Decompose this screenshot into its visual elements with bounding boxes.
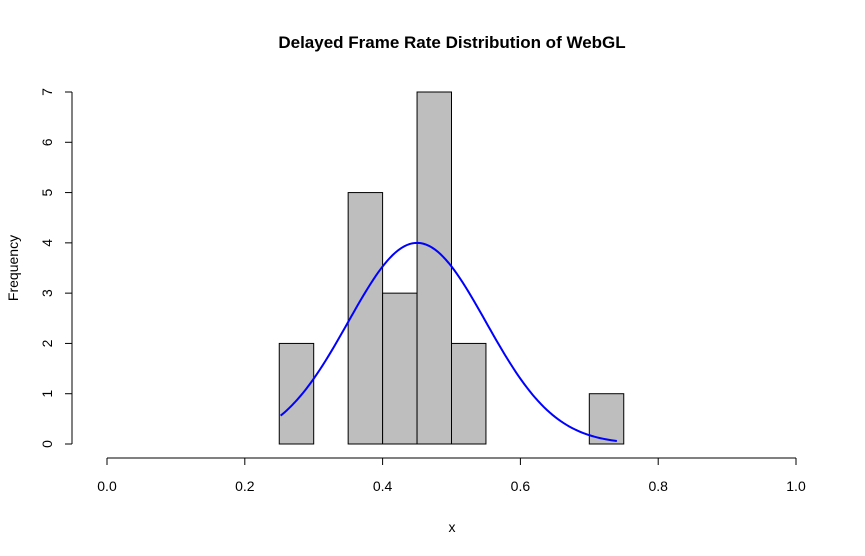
y-tick-label-2: 2 [39, 339, 55, 347]
x-tick-label-4: 0.8 [648, 478, 668, 494]
histogram-bar-4 [416, 91, 452, 445]
y-tick-label-7: 7 [39, 88, 55, 96]
density-curve-group [279, 241, 617, 442]
y-axis-label: Frequency [5, 235, 21, 301]
x-axis: 0.0 0.2 0.4 0.6 0.8 1.0 [97, 457, 806, 494]
histogram-bar-0 [278, 342, 315, 445]
histogram-bars [278, 91, 625, 445]
x-tick-label-1: 0.2 [235, 478, 255, 494]
y-axis: 0 1 2 3 4 5 6 7 [39, 88, 73, 448]
histogram-bar-5 [451, 342, 487, 445]
x-tick-label-5: 1.0 [786, 478, 806, 494]
y-tick-label-1: 1 [39, 390, 55, 398]
x-tick-label-2: 0.4 [373, 478, 393, 494]
y-tick-label-4: 4 [39, 239, 55, 247]
density-curve [279, 241, 617, 442]
chart-title: Delayed Frame Rate Distribution of WebGL [278, 33, 625, 52]
histogram-bar-2 [347, 192, 384, 445]
x-axis-label: x [449, 519, 456, 535]
x-tick-label-0: 0.0 [97, 478, 117, 494]
y-tick-label-3: 3 [39, 289, 55, 297]
y-tick-label-6: 6 [39, 138, 55, 146]
y-tick-label-0: 0 [39, 440, 55, 448]
histogram-bar-9 [588, 393, 625, 445]
y-tick-label-5: 5 [39, 188, 55, 196]
histogram-bar-3 [382, 292, 418, 445]
x-tick-label-3: 0.6 [511, 478, 531, 494]
